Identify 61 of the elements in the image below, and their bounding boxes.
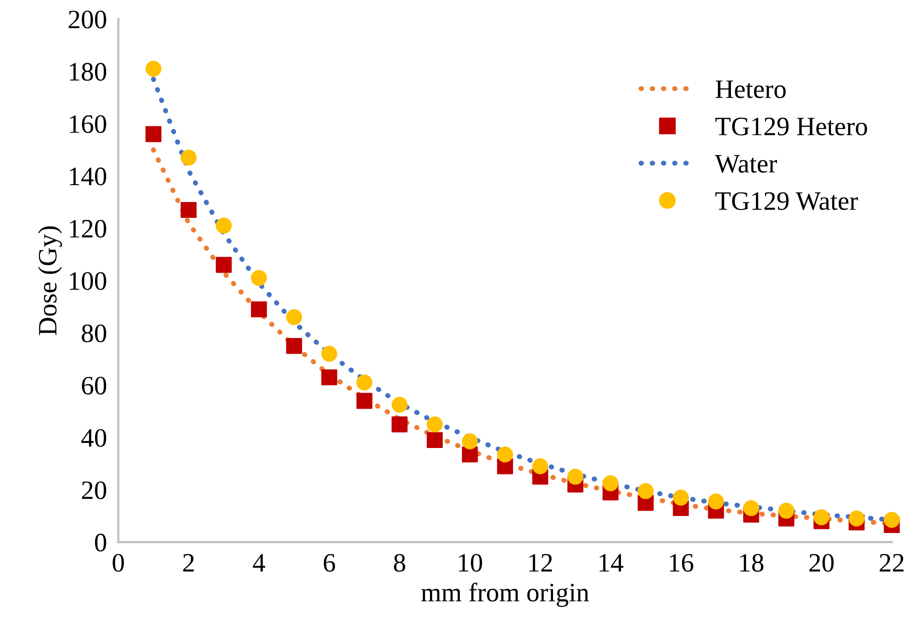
- x-tick-label: 20: [809, 554, 834, 572]
- point: [778, 502, 794, 519]
- x-tick-label: 16: [670, 554, 694, 572]
- x-tick-label: 10: [459, 554, 482, 572]
- y-tick-label: 80: [82, 324, 106, 342]
- x-tick-label: 2: [183, 554, 194, 572]
- point: [286, 309, 302, 326]
- point: [216, 256, 232, 273]
- point: [145, 126, 162, 142]
- x-tick-label: 4: [252, 554, 266, 572]
- point: [743, 500, 760, 516]
- x-tick-label: 0: [112, 554, 124, 572]
- point: [532, 458, 548, 474]
- point: [286, 338, 302, 354]
- point: [321, 369, 338, 386]
- point: [708, 494, 724, 510]
- y-tick-label: 100: [70, 272, 106, 290]
- y-tick-label: 200: [68, 10, 106, 28]
- point: [321, 346, 338, 362]
- x-tick-label: 18: [740, 554, 764, 572]
- point: [497, 446, 514, 462]
- point: [356, 392, 372, 409]
- y-tick-label: 40: [81, 429, 106, 447]
- x-tick-label: 14: [600, 554, 624, 572]
- point: [392, 416, 408, 432]
- y-tick-label: 20: [82, 481, 106, 500]
- point: [180, 202, 197, 218]
- x-tick-label: 8: [394, 554, 406, 572]
- point: [462, 446, 478, 462]
- y-tick-label: 180: [70, 62, 106, 81]
- x-axis-title: mm from origin: [421, 582, 589, 607]
- y-tick-label: 120: [70, 220, 106, 238]
- point: [392, 396, 408, 413]
- x-tick-label: 12: [529, 554, 552, 572]
- point: [602, 475, 619, 492]
- point: [180, 150, 197, 166]
- legend-label: Hetero: [716, 80, 786, 98]
- point: [672, 490, 689, 506]
- legend-label: Water: [714, 155, 778, 173]
- point: [814, 509, 830, 526]
- point: [426, 432, 443, 448]
- point: [250, 270, 267, 286]
- point: [250, 301, 267, 318]
- point: [884, 512, 900, 528]
- legend-label: TG129 Water: [715, 192, 858, 210]
- point: [426, 416, 443, 432]
- x-tick-label: 22: [880, 554, 904, 572]
- y-tick-label: 140: [70, 168, 106, 186]
- legend-label: TG129 Hetero: [715, 118, 868, 136]
- point: [462, 433, 478, 450]
- y-tick-label: 0: [95, 534, 106, 552]
- point: [848, 510, 865, 527]
- y-axis-title: Dose (Gy): [38, 226, 62, 336]
- y-tick-label: 160: [70, 115, 106, 134]
- x-tick-label: 6: [324, 554, 336, 572]
- point: [356, 374, 372, 391]
- point: [638, 483, 654, 500]
- y-tick-label: 60: [82, 376, 106, 395]
- point: [216, 218, 232, 234]
- point: [567, 468, 584, 485]
- point: [145, 60, 162, 77]
